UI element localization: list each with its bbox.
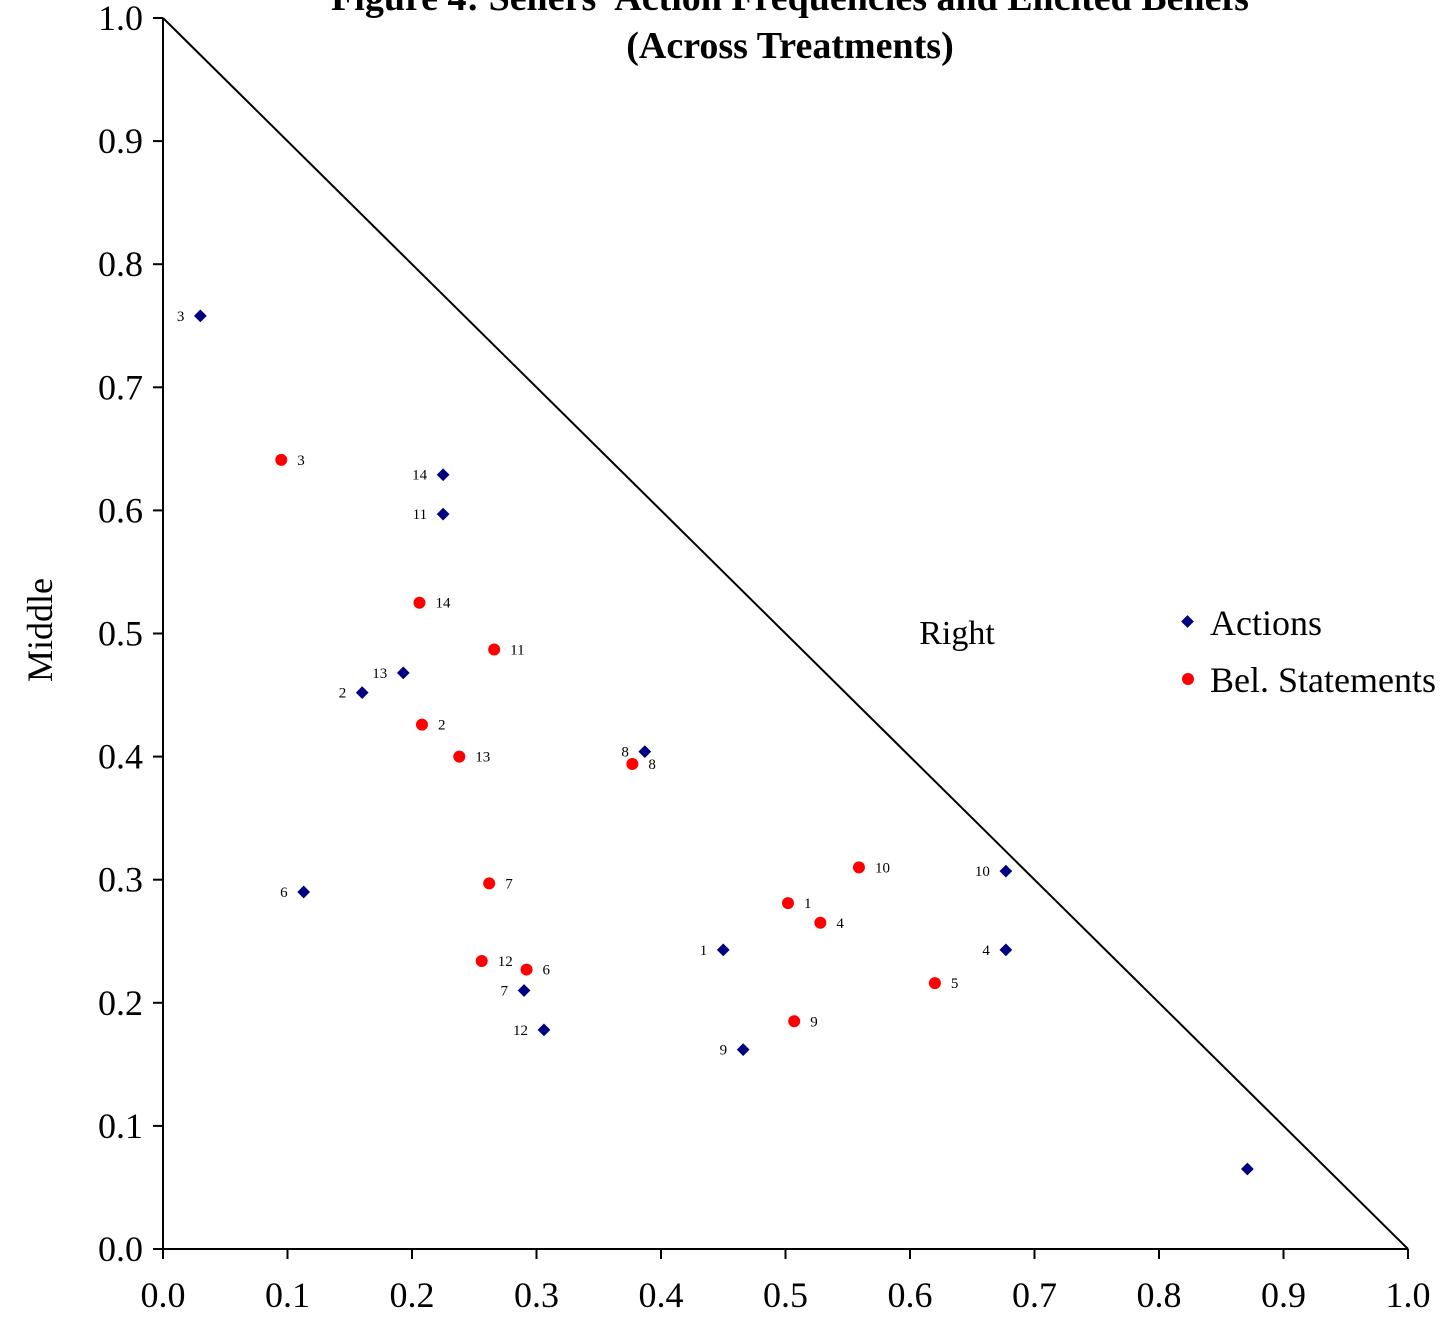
x-tick-label: 0.6	[888, 1275, 933, 1315]
x-tick-label: 0.1	[265, 1275, 310, 1315]
y-tick-label: 0.4	[98, 737, 143, 777]
legend-item-beliefs: Bel. Statements	[1182, 660, 1436, 700]
belief-point	[929, 977, 941, 989]
belief-point	[476, 955, 488, 967]
legend-label-actions: Actions	[1210, 603, 1322, 643]
actions-point	[194, 310, 207, 323]
belief-point	[275, 454, 287, 466]
belief-point-label: 4	[836, 916, 844, 932]
actions-point	[1241, 1163, 1254, 1176]
belief-point	[413, 597, 425, 609]
belief-point	[853, 861, 865, 873]
actions-point-label: 7	[501, 983, 509, 999]
actions-point-label: 14	[412, 468, 428, 484]
x-tick-label: 0.9	[1261, 1275, 1306, 1315]
belief-point-label: 3	[297, 453, 305, 469]
actions-point	[437, 508, 450, 521]
belief-point	[483, 877, 495, 889]
belief-point-label: 12	[498, 954, 513, 970]
y-tick-label: 0.8	[98, 244, 143, 284]
chart-title: Figure 4: Sellers' Action Frequencies an…	[331, 0, 1249, 19]
actions-point-label: 13	[372, 666, 387, 682]
belief-point-label: 6	[543, 963, 551, 979]
belief-point-label: 8	[648, 757, 656, 773]
actions-point	[1000, 944, 1013, 957]
belief-point	[416, 719, 428, 731]
belief-point-label: 1	[804, 896, 812, 912]
legend-diamond-marker	[1181, 615, 1194, 628]
actions-point-label: 2	[339, 686, 347, 702]
actions-point-label: 11	[413, 507, 427, 523]
actions-point-label: 9	[720, 1043, 728, 1059]
actions-point-label: 10	[975, 864, 990, 880]
x-tick-label: 0.2	[390, 1275, 435, 1315]
x-tick-label: 0.3	[514, 1275, 559, 1315]
y-axis-title: Middle	[20, 578, 60, 682]
actions-point	[356, 686, 369, 699]
actions-point-label: 12	[513, 1023, 528, 1039]
legend-circle-marker	[1182, 673, 1194, 685]
belief-point	[626, 758, 638, 770]
belief-point-label: 2	[438, 718, 446, 734]
belief-point-label: 7	[505, 876, 513, 892]
right-annotation: Right	[919, 615, 995, 652]
actions-point-label: 1	[700, 943, 708, 959]
belief-point-label: 9	[810, 1014, 818, 1030]
belief-point-label: 13	[475, 750, 490, 766]
actions-point	[538, 1024, 551, 1037]
actions-point-label: 4	[982, 943, 990, 959]
actions-point	[737, 1043, 750, 1056]
y-tick-label: 0.9	[98, 121, 143, 161]
belief-point	[488, 644, 500, 656]
belief-point-label: 14	[435, 596, 451, 612]
actions-point	[518, 984, 531, 997]
y-tick-label: 0.0	[98, 1229, 143, 1269]
x-tick-label: 0.0	[141, 1275, 186, 1315]
x-tick-label: 0.8	[1137, 1275, 1182, 1315]
legend-item-actions: Actions	[1181, 603, 1322, 643]
y-tick-label: 0.5	[98, 614, 143, 654]
x-tick-label: 1.0	[1386, 1275, 1431, 1315]
actions-point-label: 8	[621, 745, 629, 761]
actions-point	[1000, 865, 1013, 878]
y-tick-label: 0.3	[98, 860, 143, 900]
y-tick-label: 0.1	[98, 1106, 143, 1146]
belief-point	[521, 964, 533, 976]
belief-point-label: 10	[875, 860, 890, 876]
belief-point-label: 11	[510, 643, 524, 659]
actions-point	[437, 468, 450, 481]
belief-point	[453, 751, 465, 763]
belief-point	[788, 1015, 800, 1027]
y-tick-label: 0.2	[98, 983, 143, 1023]
ticks-layer: 0.0 0.1 0.2 0.3 0.4 0.5 0.6 0.7 0.8 0.9 1.0 0.0 0.1 0…	[98, 0, 1431, 1315]
actions-point	[297, 886, 310, 899]
belief-point	[814, 917, 826, 929]
y-tick-label: 0.7	[98, 367, 143, 407]
x-tick-label: 0.5	[763, 1275, 808, 1315]
belief-point-label: 5	[951, 976, 959, 992]
belief-point	[782, 897, 794, 909]
actions-point	[397, 667, 410, 680]
actions-point	[717, 944, 730, 957]
legend-label-beliefs: Bel. Statements	[1210, 660, 1436, 700]
actions-point-label: 6	[280, 885, 288, 901]
legend: Actions Bel. Statements	[1181, 603, 1436, 700]
x-tick-label: 0.4	[639, 1275, 684, 1315]
actions-point-label: 3	[177, 309, 185, 325]
chart-subtitle: (Across Treatments)	[626, 25, 954, 67]
x-tick-label: 0.7	[1012, 1275, 1057, 1315]
y-tick-label: 1.0	[98, 0, 143, 38]
y-tick-label: 0.6	[98, 490, 143, 530]
